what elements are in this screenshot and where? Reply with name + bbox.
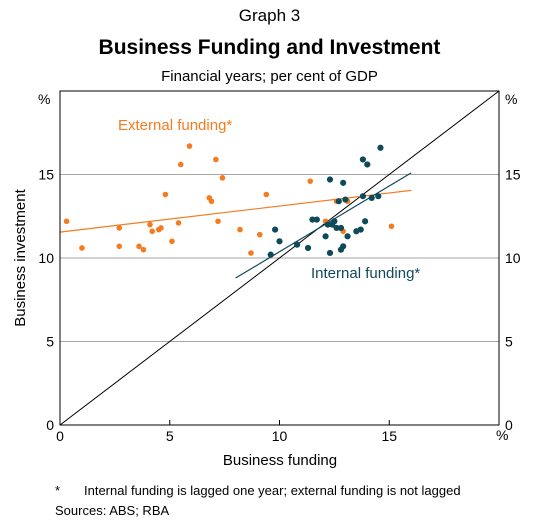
trend-lines [59, 172, 412, 279]
y-tick-label-left: 15 [38, 167, 54, 183]
data-point-internal [326, 176, 334, 183]
data-point-external [79, 245, 85, 251]
data-point-internal [337, 224, 345, 232]
data-point-internal [344, 233, 351, 240]
x-axis-label: Business funding [223, 452, 337, 469]
data-point-external [63, 218, 70, 225]
data-point-external [208, 198, 215, 205]
sources-text: Sources: ABS; RBA [55, 503, 170, 518]
series-label-external: External funding* [118, 117, 232, 134]
y-unit-right: % [505, 91, 517, 107]
x-tick-label: 0 [56, 428, 64, 444]
data-point-external [307, 178, 314, 184]
data-point-internal [293, 241, 301, 248]
data-point-internal [331, 218, 338, 225]
data-point-external [177, 161, 184, 168]
trend-line-external [59, 189, 412, 233]
data-point-external [116, 225, 123, 231]
y-tick-label-right: 5 [505, 334, 513, 350]
data-point-external [248, 250, 254, 256]
data-point-internal [309, 216, 316, 223]
data-point-external [186, 143, 193, 149]
x-tick-label: 5 [166, 428, 174, 444]
chart-subtitle: Financial years; per cent of GDP [161, 68, 378, 85]
data-point-external [213, 156, 219, 163]
data-point-internal [364, 161, 371, 168]
y-tick-label-left: 0 [46, 417, 54, 433]
y-unit-left: % [38, 91, 50, 107]
data-point-internal [326, 249, 334, 257]
data-point-internal [335, 198, 342, 205]
data-point-internal [272, 226, 279, 233]
data-point-internal [313, 216, 320, 223]
data-point-external [237, 226, 243, 233]
x-tick-label: 10 [272, 428, 288, 444]
data-point-internal [362, 218, 369, 225]
data-point-external [162, 191, 169, 198]
data-point-external [175, 220, 182, 226]
y-tick-label-left: 5 [46, 334, 54, 350]
reference-line [59, 90, 500, 426]
data-point-internal [276, 238, 283, 245]
data-point-internal [359, 156, 367, 163]
data-point-external [256, 231, 263, 238]
data-point-internal [340, 243, 347, 250]
data-point-internal [324, 221, 331, 228]
footnote-text: Internal funding is lagged one year; ext… [84, 483, 461, 498]
data-point-external [147, 221, 153, 228]
data-point-internal [267, 251, 274, 258]
data-point-internal [377, 144, 384, 151]
data-point-external [140, 246, 147, 253]
data-points [63, 143, 395, 258]
data-point-external [149, 228, 155, 235]
data-point-internal [342, 196, 349, 203]
data-point-external [116, 243, 123, 250]
y-tick-label-right: 10 [505, 250, 521, 266]
data-point-external [263, 191, 270, 198]
data-point-external [219, 175, 226, 181]
y-axis-label: Business investment [12, 188, 29, 326]
y-tick-label-left: 10 [38, 250, 54, 266]
data-point-internal [357, 226, 364, 233]
y-tick-label-right: 0 [505, 417, 513, 433]
data-point-internal [375, 193, 382, 200]
data-point-internal [340, 179, 347, 186]
data-point-external [136, 243, 142, 250]
data-point-external [215, 218, 221, 225]
series-label-internal: Internal funding* [311, 265, 420, 282]
x-tick-label: 15 [381, 428, 397, 444]
data-point-internal [322, 233, 329, 240]
graph-number: Graph 3 [238, 6, 301, 25]
footnote-marker: * [55, 483, 61, 498]
data-point-internal [333, 224, 340, 232]
data-point-internal [368, 194, 375, 201]
chart-title: Business Funding and Investment [98, 36, 441, 59]
data-point-internal [359, 193, 367, 200]
trend-line-internal [235, 172, 412, 279]
data-point-external [158, 225, 164, 231]
data-point-internal [304, 244, 312, 252]
data-point-external [388, 223, 395, 230]
x-unit: % [496, 427, 508, 443]
reference-line-group [59, 90, 500, 426]
data-point-external [169, 238, 175, 245]
y-tick-label-right: 15 [505, 167, 521, 183]
